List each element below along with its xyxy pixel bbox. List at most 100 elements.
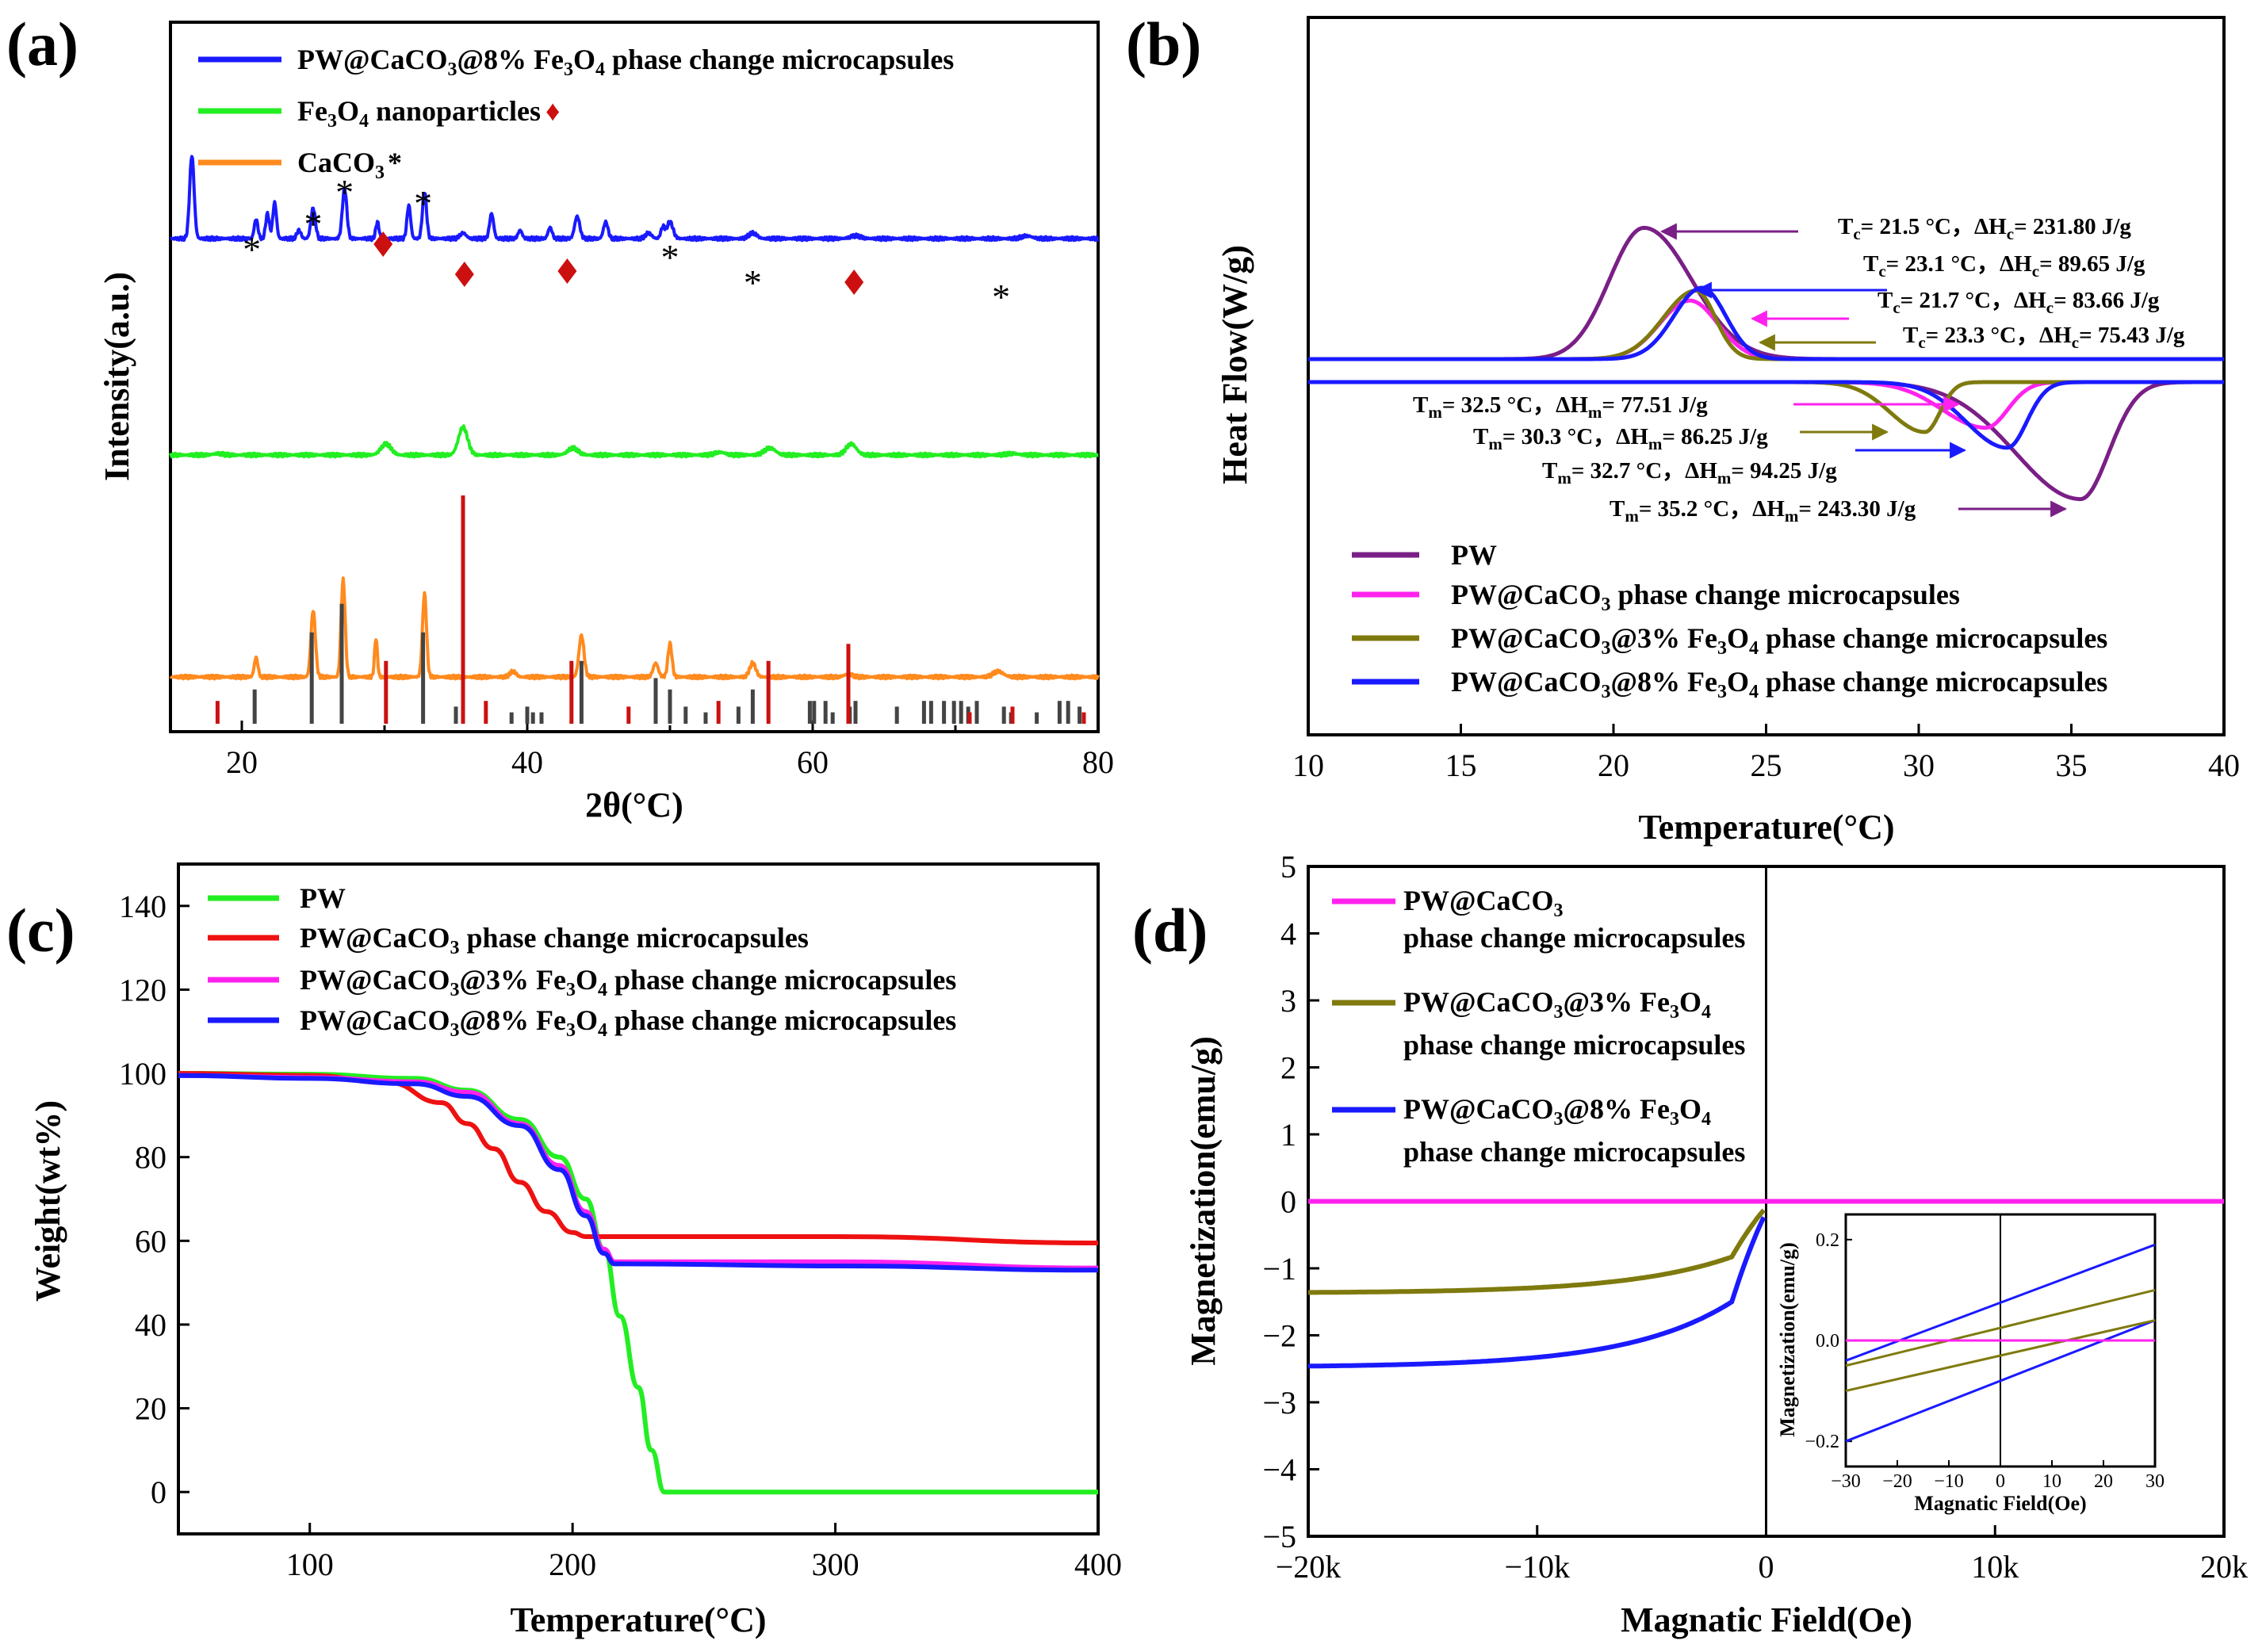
series-group-d [1307, 1199, 2224, 1369]
x-tick-label-b-3: 25 [1751, 748, 1782, 783]
x-axis-label-a: 2θ(°C) [585, 786, 683, 824]
x-tick-label-d-4: 20k [2200, 1549, 2248, 1585]
inset-y-tick-label-1: 0.0 [1816, 1331, 1839, 1352]
legend-label-c-1: PW [300, 882, 346, 914]
legend-label-d-1b: phase change microcapsules [1403, 922, 1745, 954]
legend-label-b-2: PW@CaCO3 phase change microcapsules [1451, 579, 1960, 615]
x-ticks-b: 10 15 20 25 30 35 40 [1292, 724, 2240, 783]
x-tick-label-b-4: 30 [1903, 748, 1935, 783]
y-axis-label-c: Weight(wt%) [29, 1100, 67, 1302]
y-tick-label-d-2: −3 [1262, 1385, 1296, 1421]
inset-x-tick-label-4: 10 [2042, 1471, 2061, 1492]
asterisk-marker-2: * [335, 172, 354, 212]
inset-ticks: −30 −20 −10 0 10 20 30 −0.2 0.0 0.2 [1805, 1214, 2165, 1492]
y-tick-label-d-8: 3 [1280, 983, 1296, 1019]
x-tick-label-a-3: 80 [1082, 744, 1114, 780]
cooling-curve-3 [1308, 285, 2224, 361]
cooling-annotation-3: Tc= 23.3 °C，ΔHc= 75.43 J/g [1903, 323, 2185, 352]
x-tick-label-a-0: 20 [226, 744, 258, 780]
x-tick-label-c-3: 400 [1074, 1547, 1122, 1582]
inset-y-tick-label-0: −0.2 [1805, 1432, 1839, 1452]
x-tick-label-a-1: 40 [511, 744, 543, 780]
x-tick-label-d-0: −20k [1276, 1549, 1342, 1585]
y-tick-label-c-5: 100 [119, 1056, 167, 1092]
asterisk-marker-6: * [992, 277, 1010, 317]
y-tick-label-c-3: 60 [135, 1223, 167, 1259]
panel-label-c: (c) [6, 896, 75, 965]
diamond-marker-1 [454, 262, 474, 287]
inset-x-tick-label-1: −20 [1882, 1471, 1912, 1492]
axes-frame-a [169, 21, 1100, 733]
x-tick-label-b-2: 20 [1598, 748, 1629, 783]
asterisk-marker-5: * [744, 262, 762, 303]
y-tick-label-d-5: 0 [1280, 1184, 1296, 1220]
inset-x-tick-label-0: −30 [1831, 1471, 1861, 1492]
y-tick-label-d-6: 1 [1280, 1117, 1296, 1153]
inset-x-label: Magnatic Field(Oe) [1914, 1492, 2086, 1515]
legend-label-c-4: PW@CaCO3@8% Fe3O4 phase change microcaps… [300, 1004, 956, 1041]
mh-curve-1 [1308, 1208, 1766, 1295]
x-tick-label-a-2: 60 [797, 744, 829, 780]
x-tick-label-d-1: −10k [1504, 1549, 1570, 1585]
legend-label-b-4: PW@CaCO3@8% Fe3O4 phase change microcaps… [1451, 666, 2107, 702]
asterisk-marker-1: * [304, 204, 323, 244]
inset-x-tick-label-5: 20 [2094, 1471, 2113, 1492]
inset-hysteresis: −30 −20 −10 0 10 20 30 −0.2 0.0 0.2 Magnatic Fiel… [1776, 1213, 2165, 1515]
cooling-annotation-1: Tc= 23.1 °C，ΔHc= 89.65 J/g [1863, 251, 2145, 281]
x-tick-label-c-0: 100 [286, 1547, 334, 1582]
inset-y-label: Magnetization(emu/g) [1776, 1242, 1799, 1437]
legend-label-b-3: PW@CaCO3@3% Fe3O4 phase change microcaps… [1451, 622, 2107, 659]
y-tick-label-d-9: 4 [1280, 916, 1296, 952]
heating-annotation-2: Tm= 32.7 °C，ΔHm= 94.25 J/g [1542, 458, 1837, 488]
diamond-marker-2 [557, 258, 577, 284]
panel-a-xrd: (a) 20 40 60 80 * * * * * * * 2θ(°C) Intensity(a.… [6, 10, 1114, 824]
axes-frame-c [177, 862, 1100, 1535]
legend-d: PW@CaCO3 phase change microcapsules PW@C… [1332, 885, 1745, 1168]
panel-label-d: (d) [1132, 896, 1208, 965]
inset-x-tick-label-3: 0 [1996, 1471, 2005, 1492]
x-tick-label-b-6: 40 [2208, 748, 2240, 783]
legend-label-d-3b: phase change microcapsules [1403, 1136, 1745, 1168]
x-tick-label-b-0: 10 [1292, 748, 1324, 783]
y-tick-label-c-7: 140 [119, 889, 167, 924]
legend-a: PW@CaCO3@8% Fe3O4 phase change microcaps… [198, 44, 954, 183]
series-group-a [169, 155, 1100, 681]
y-tick-label-d-10: 5 [1280, 849, 1296, 885]
peak-markers-a: * * * * * * * [243, 172, 1010, 317]
y-tick-label-d-3: −2 [1262, 1318, 1296, 1354]
asterisk-marker-3: * [414, 183, 432, 224]
x-axis-label-c: Temperature(°C) [510, 1600, 766, 1639]
series-group-b [1308, 225, 2224, 502]
y-tick-label-d-7: 2 [1280, 1050, 1296, 1086]
ticks-c: 100 200 300 400 0 20 40 60 80 100 120 140 [119, 889, 1122, 1582]
asterisk-marker-4: * [661, 237, 679, 277]
inset-x-tick-label-2: −10 [1934, 1471, 1964, 1492]
legend-label-a-2: Fe3O4 nanoparticles ♦ [297, 95, 560, 132]
legend-label-d-2b: phase change microcapsules [1403, 1029, 1745, 1061]
y-axis-label-d: Magnetization(emu/g) [1184, 1036, 1223, 1365]
heating-annotation-0: Tm= 32.5 °C，ΔHm= 77.51 J/g [1413, 392, 1708, 422]
x-axis-label-d: Magnatic Field(Oe) [1621, 1600, 1912, 1639]
y-tick-label-c-1: 20 [135, 1391, 167, 1427]
legend-label-d-3: PW@CaCO3@8% Fe3O4 [1403, 1093, 1711, 1130]
y-tick-label-c-4: 80 [135, 1140, 167, 1176]
y-tick-label-c-0: 0 [151, 1474, 167, 1510]
series-line-a-0 [169, 155, 1100, 243]
reference-lines-a [215, 495, 1086, 724]
cooling-annotation-0: Tc= 21.5 °C，ΔHc= 231.80 J/g [1838, 214, 2131, 243]
inset-y-tick-label-2: 0.2 [1816, 1230, 1839, 1251]
legend-label-d-1: PW@CaCO3 [1403, 885, 1563, 921]
x-tick-label-d-2: 0 [1759, 1549, 1774, 1585]
inset-series [1845, 1243, 2156, 1443]
panel-label-b: (b) [1126, 10, 1201, 78]
y-axis-label-a: Intensity(a.u.) [98, 272, 136, 481]
legend-label-c-2: PW@CaCO3 phase change microcapsules [300, 922, 809, 958]
y-tick-label-d-1: −4 [1262, 1452, 1296, 1488]
legend-label-c-3: PW@CaCO3@3% Fe3O4 phase change microcaps… [300, 964, 956, 1000]
heating-annotation-1: Tm= 30.3 °C，ΔHm= 86.25 J/g [1473, 424, 1768, 453]
series-line-a-2 [169, 576, 1100, 681]
tga-curve-0 [178, 1071, 1098, 1495]
panel-c-tga: (c) 100 200 300 400 0 20 40 60 80 100 120 140 Tempe… [6, 862, 1122, 1639]
